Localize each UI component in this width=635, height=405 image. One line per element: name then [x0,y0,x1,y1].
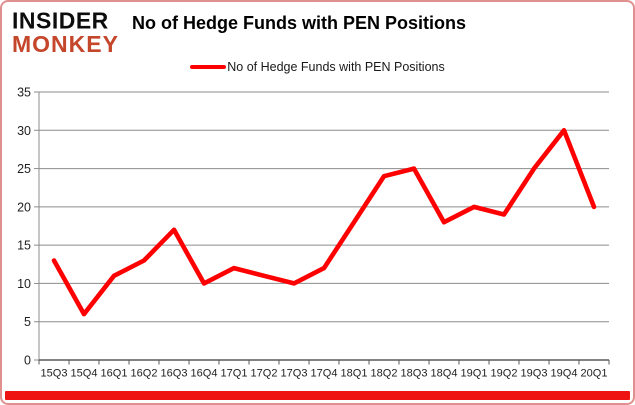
chart-title: No of Hedge Funds with PEN Positions [132,13,467,33]
legend-line-marker [190,64,227,70]
x-tick-label: 18Q2 [371,368,398,380]
x-tick-label: 17Q4 [311,368,338,380]
chart-legend: No of Hedge Funds with PEN Positions [2,60,633,74]
logo-text-monkey: MONKEY [12,31,119,57]
x-tick-label: 15Q4 [71,368,98,380]
y-tick-label: 5 [24,315,31,329]
x-tick-label: 16Q3 [161,368,188,380]
y-tick-label: 30 [17,124,31,138]
x-tick-label: 16Q2 [131,368,158,380]
x-tick-label: 18Q3 [401,368,428,380]
y-tick-label: 10 [17,277,31,291]
y-tick-label: 15 [17,239,31,253]
x-tick-label: 17Q1 [221,368,248,380]
x-tick-label: 17Q3 [281,368,308,380]
x-tick-label: 18Q1 [341,368,368,380]
data-line-series [51,128,597,317]
footer-red-bar [5,391,630,400]
x-tick-label: 16Q4 [191,368,218,380]
y-tick-label: 35 [17,86,31,100]
x-tick-label: 19Q3 [521,368,548,380]
x-tick-label: 20Q1 [581,368,608,380]
x-tick-label: 15Q3 [41,368,68,380]
x-tick-label: 19Q2 [491,368,518,380]
x-tick-label: 18Q4 [431,368,458,380]
x-tick-label: 19Q1 [461,368,488,380]
x-tick-label: 16Q1 [101,368,128,380]
y-tick-label: 0 [24,354,31,368]
y-tick-label: 25 [17,162,31,176]
logo-text-insider: INSIDER [12,6,109,34]
x-tick-label: 19Q4 [551,368,578,380]
insider-monkey-logo: INSIDER MONKEY [12,6,119,57]
y-tick-label: 20 [17,200,31,214]
x-tick-label: 17Q2 [251,368,278,380]
legend-label: No of Hedge Funds with PEN Positions [227,60,445,74]
